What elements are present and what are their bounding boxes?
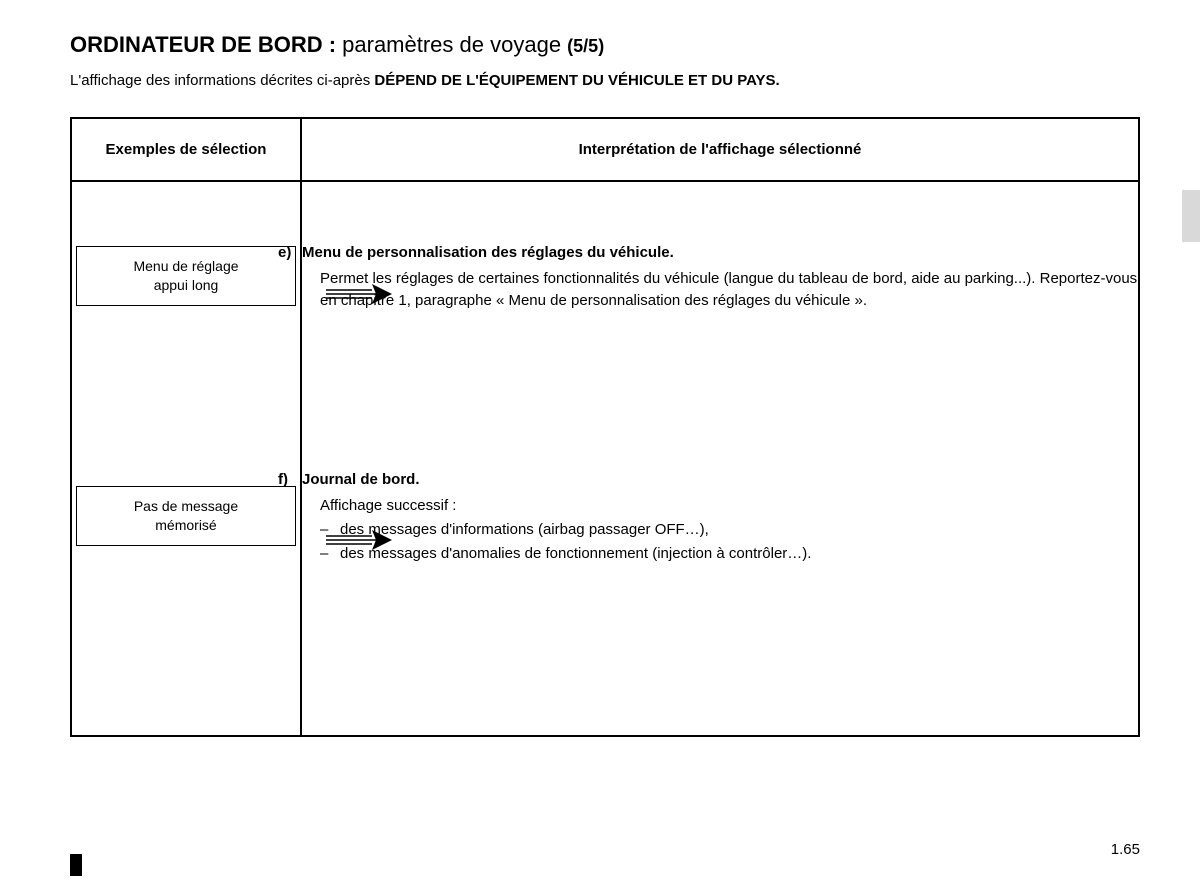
entry-body: Permet les réglages de certaines fonctio… <box>302 268 1138 312</box>
parameters-table: Exemples de sélection Interprétation de … <box>70 117 1140 737</box>
entry-intro: Affichage successif : <box>302 495 1138 517</box>
entry-f: f) Journal de bord. Affichage successif … <box>302 469 1138 564</box>
edge-tab <box>1182 190 1200 242</box>
title-light: paramètres de voyage <box>336 32 567 57</box>
page-title: ORDINATEUR DE BORD : paramètres de voyag… <box>70 32 1140 58</box>
page-number: 1.65 <box>1111 841 1140 858</box>
corner-mark <box>70 854 82 876</box>
table-header-row: Exemples de sélection Interprétation de … <box>71 118 1139 181</box>
selection-cell: Menu de réglage appui long Pas de messag… <box>71 181 301 736</box>
entry-letter: e) <box>278 242 291 264</box>
table-body-row: Menu de réglage appui long Pas de messag… <box>71 181 1139 736</box>
entry-letter: f) <box>278 469 288 491</box>
list-item: des messages d'informations (airbag pass… <box>320 519 1138 541</box>
subtitle-emphasis: DÉPEND DE L'ÉQUIPEMENT DU VÉHICULE ET DU… <box>374 72 779 89</box>
entry-e: e) Menu de personnalisation des réglages… <box>302 242 1138 311</box>
display-box-line1: Menu de réglage appui long <box>133 258 238 293</box>
title-fraction: (5/5) <box>567 36 604 56</box>
page-subtitle: L'affichage des informations décrites ci… <box>70 72 1140 89</box>
entry-title: Menu de personnalisation des réglages du… <box>302 244 674 261</box>
col-header-interpretation: Interprétation de l'affichage sélectionn… <box>301 118 1139 181</box>
list-item: des messages d'anomalies de fonctionneme… <box>320 543 1138 565</box>
display-box-message: Pas de message mémorisé <box>76 486 296 546</box>
entry-list: des messages d'informations (airbag pass… <box>302 519 1138 565</box>
display-box-menu: Menu de réglage appui long <box>76 246 296 306</box>
col-header-selection: Exemples de sélection <box>71 118 301 181</box>
title-bold: ORDINATEUR DE BORD : <box>70 32 336 57</box>
interpretation-cell: e) Menu de personnalisation des réglages… <box>301 181 1139 736</box>
display-box-line2: Pas de message mémorisé <box>134 498 238 533</box>
entry-title: Journal de bord. <box>302 471 420 488</box>
subtitle-prefix: L'affichage des informations décrites ci… <box>70 72 374 89</box>
manual-page: ORDINATEUR DE BORD : paramètres de voyag… <box>0 0 1200 888</box>
